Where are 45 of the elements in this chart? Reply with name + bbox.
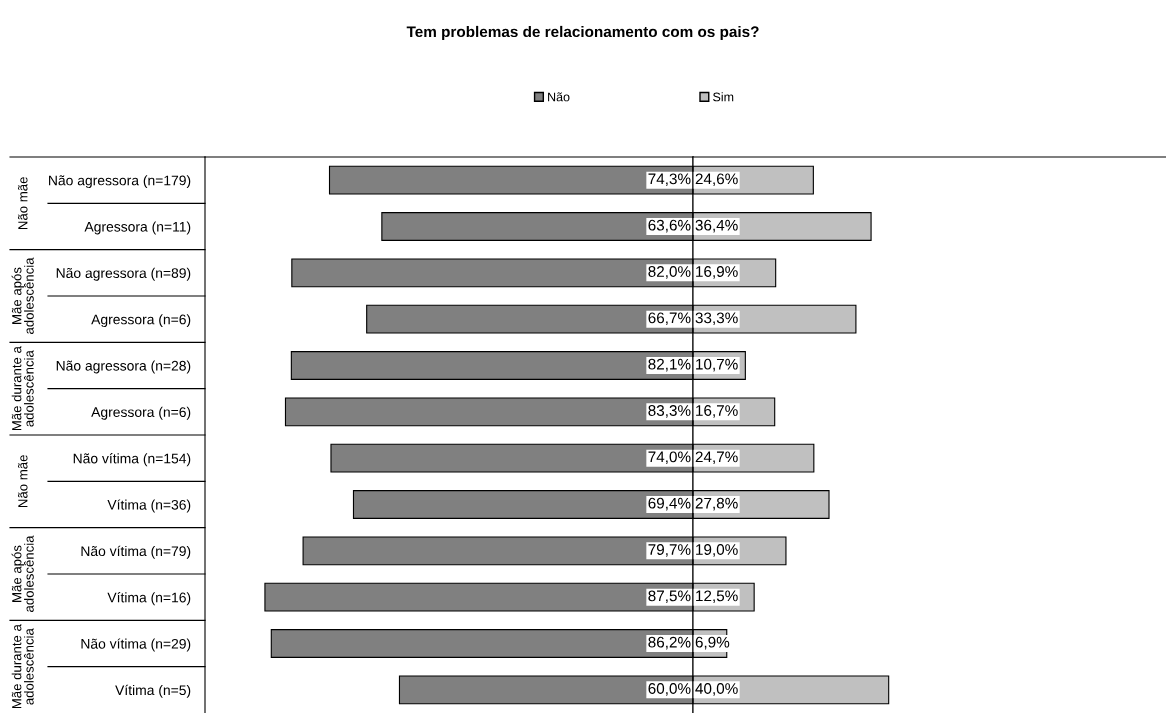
legend-label: Sim [713, 92, 734, 102]
data-label: 6,9% [695, 636, 730, 650]
y-tick-label: Não agressora (n=179) [49, 175, 191, 189]
y-tick-label: Agressora (n=6) [91, 314, 191, 328]
data-label: 16,7% [696, 405, 738, 418]
data-label: 19,0% [696, 544, 738, 557]
text: Mãe durante a adolescência [11, 624, 34, 709]
data-label: 10,7% [696, 358, 738, 372]
data-label: 83,3% [648, 405, 691, 418]
data-label: 87,5% [648, 590, 691, 604]
data-label: 79,7% [648, 544, 691, 557]
y-tick-label: Vítima (n=5) [115, 684, 191, 698]
data-label: 33,3% [695, 312, 738, 326]
text: Não mãe [17, 177, 28, 230]
data-label: 86,2% [648, 636, 691, 650]
data-label: 66,7% [648, 312, 691, 326]
data-label: 74,3% [648, 173, 691, 187]
chart-title: Tem problemas de relacionamento com os pais? [406, 25, 759, 41]
data-label: 16,9% [696, 266, 738, 279]
y-tick-label: Vítima (n=16) [107, 592, 191, 606]
data-label: 63,6% [648, 219, 691, 233]
data-label: 12,5% [696, 590, 738, 604]
legend-label: Não [548, 92, 570, 102]
text: Mãe após adolescência [11, 535, 34, 612]
data-label: 24,7% [695, 451, 738, 465]
text: Mãe durante a adolescência [11, 346, 34, 431]
data-label: 24,6% [695, 173, 738, 187]
y-tick-label: Agressora (n=6) [91, 406, 191, 420]
text: Não mãe [17, 455, 28, 508]
y-tick-label: Não agressora (n=89) [56, 267, 191, 281]
data-label: 36,4% [695, 219, 738, 233]
y-tick-label: Não agressora (n=28) [56, 360, 191, 374]
text: Mãe após adolescência [11, 257, 34, 334]
data-label: 82,1% [648, 358, 691, 372]
data-label: 60,0% [648, 683, 691, 696]
data-label: 27,8% [695, 497, 738, 511]
data-label: 74,0% [648, 451, 691, 465]
y-tick-label: Não vítima (n=154) [73, 453, 191, 467]
y-tick-label: Não vítima (n=29) [81, 638, 191, 652]
y-tick-label: Vítima (n=36) [107, 499, 191, 513]
data-label: 40,0% [695, 683, 738, 696]
data-label: 82,0% [648, 266, 691, 279]
data-label: 69,4% [648, 497, 691, 511]
y-tick-label: Agressora (n=11) [84, 221, 191, 235]
y-tick-label: Não vítima (n=79) [81, 545, 191, 559]
